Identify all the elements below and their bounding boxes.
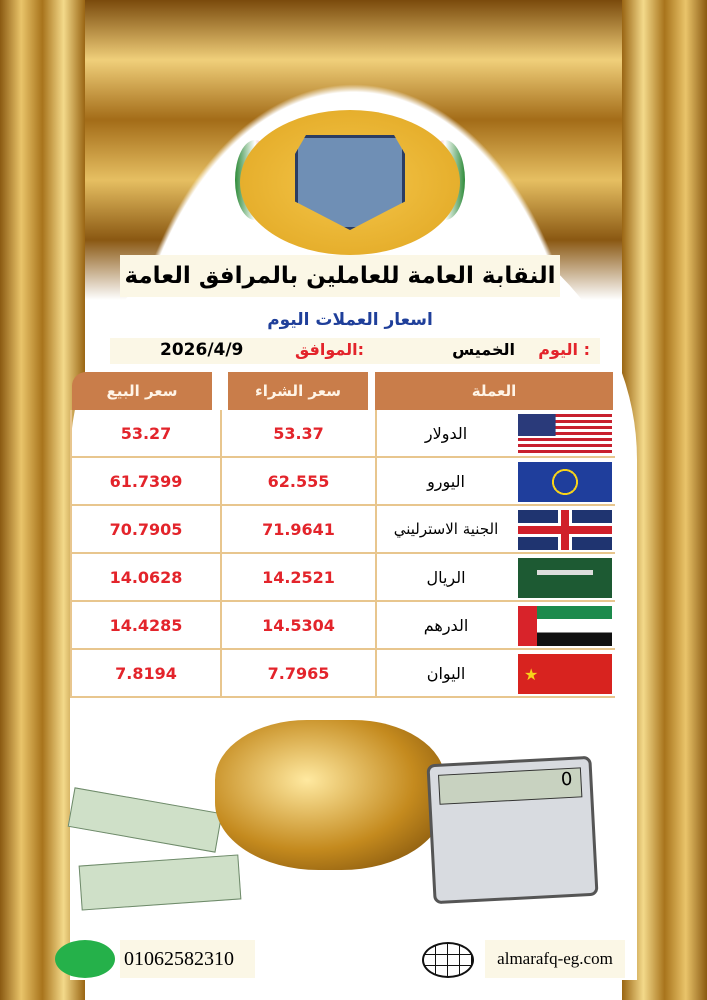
table-row: 61.7399 62.555 اليورو bbox=[70, 458, 615, 506]
day-value: الخميس bbox=[452, 340, 515, 359]
buy-price: 53.37 bbox=[220, 410, 375, 456]
china-flag-icon: ★ bbox=[518, 654, 612, 694]
eu-flag-icon bbox=[518, 462, 612, 502]
header-currency: العملة bbox=[375, 372, 613, 410]
currency-name: الجنية الاسترليني bbox=[375, 506, 515, 552]
gold-pot-image bbox=[215, 720, 445, 870]
phone-number: 01062582310 bbox=[120, 940, 255, 978]
globe-icon bbox=[422, 942, 474, 978]
sell-price: 61.7399 bbox=[70, 458, 220, 504]
buy-price: 62.555 bbox=[220, 458, 375, 504]
header-sell: سعر البيع bbox=[72, 372, 212, 410]
currency-name: اليورو bbox=[375, 458, 515, 504]
buy-price: 71.9641 bbox=[220, 506, 375, 552]
date-value: 2026/4/9 bbox=[160, 340, 244, 360]
day-label: اليوم : bbox=[538, 340, 590, 359]
currency-name: الدرهم bbox=[375, 602, 515, 648]
date-label: الموافق: bbox=[295, 340, 365, 359]
logo-shield-icon bbox=[295, 135, 405, 230]
date-row: اليوم : الخميس الموافق: 2026/4/9 bbox=[110, 338, 600, 364]
website-link[interactable]: almarafq-eg.com bbox=[485, 940, 625, 978]
sell-price: 70.7905 bbox=[70, 506, 220, 552]
sell-price: 53.27 bbox=[70, 410, 220, 456]
table-row: 70.7905 71.9641 الجنية الاسترليني bbox=[70, 506, 615, 554]
uae-flag-icon bbox=[518, 606, 612, 646]
currency-name: اليوان bbox=[375, 650, 515, 696]
saudi-flag-icon bbox=[518, 558, 612, 598]
buy-price: 7.7965 bbox=[220, 650, 375, 696]
currency-name: الدولار bbox=[375, 410, 515, 456]
table-row: 7.8194 7.7965 اليوان ★ bbox=[70, 650, 615, 698]
calculator-image: 0 bbox=[426, 755, 599, 905]
whatsapp-icon bbox=[55, 940, 115, 978]
calculator-display: 0 bbox=[438, 767, 583, 805]
table-row: 14.0628 14.2521 الريال bbox=[70, 554, 615, 602]
page-title: النقابة العامة للعاملين بالمرافق العامة bbox=[120, 255, 560, 297]
sell-price: 14.4285 bbox=[70, 602, 220, 648]
page-subtitle: اسعار العملات اليوم bbox=[267, 310, 433, 330]
buy-price: 14.2521 bbox=[220, 554, 375, 600]
us-flag-icon bbox=[518, 414, 612, 454]
buy-price: 14.5304 bbox=[220, 602, 375, 648]
header-buy: سعر الشراء bbox=[228, 372, 368, 410]
sell-price: 14.0628 bbox=[70, 554, 220, 600]
table-row: 14.4285 14.5304 الدرهم bbox=[70, 602, 615, 650]
sell-price: 7.8194 bbox=[70, 650, 220, 696]
union-logo bbox=[240, 110, 460, 255]
currency-name: الريال bbox=[375, 554, 515, 600]
table-row: 53.27 53.37 الدولار bbox=[70, 410, 615, 458]
rates-table: 53.27 53.37 الدولار 61.7399 62.555 اليور… bbox=[70, 410, 615, 698]
uk-flag-icon bbox=[518, 510, 612, 550]
